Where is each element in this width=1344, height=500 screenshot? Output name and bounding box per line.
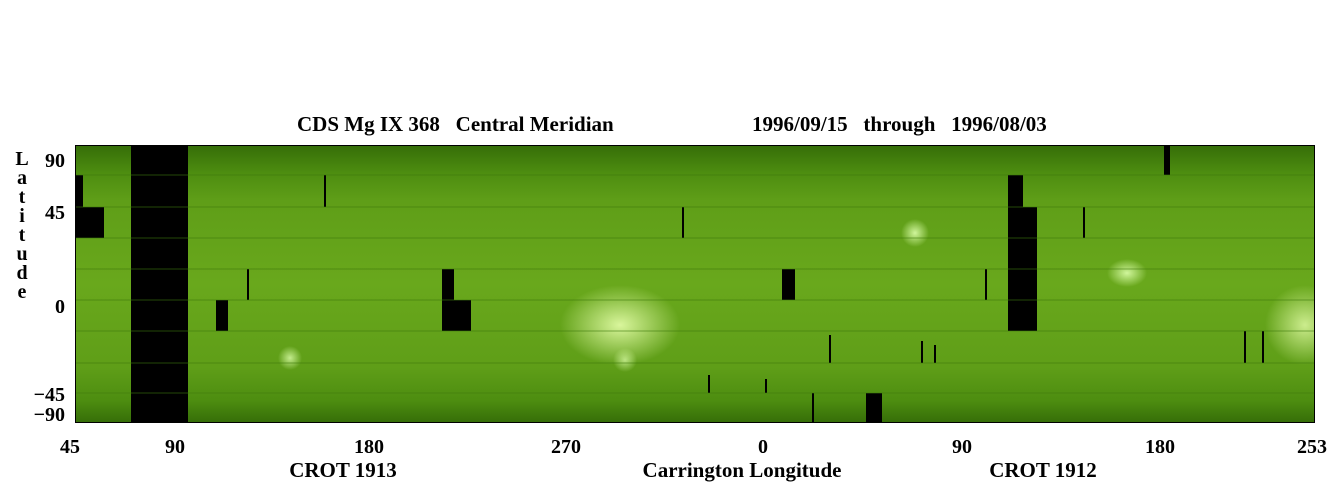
y-title-letter: t (18, 186, 26, 208)
x-tick-90b: 90 (952, 436, 972, 458)
y-title-letter: i (19, 205, 25, 227)
data-gap (765, 379, 767, 393)
chart-title-instrument: CDS Mg IX 368 Central Meridian (297, 112, 614, 136)
data-gap (216, 300, 228, 331)
data-gap (812, 393, 814, 423)
data-gap (682, 207, 684, 238)
data-gap (708, 375, 710, 393)
data-gap (1244, 331, 1246, 363)
x-tick-0: 0 (758, 436, 768, 458)
data-gap (1083, 207, 1085, 238)
y-tick-0: 0 (55, 296, 65, 318)
data-gap (934, 345, 936, 363)
x-tick-45: 45 (60, 436, 80, 458)
y-title-letter: a (17, 167, 27, 189)
y-tick-minus-45: −45 (33, 384, 65, 406)
data-gap (985, 269, 987, 300)
data-gap (247, 269, 249, 300)
chart-title-dates: 1996/09/15 through 1996/08/03 (752, 112, 1047, 136)
y-tick-90: 90 (45, 150, 65, 172)
data-gap (75, 207, 104, 238)
data-gap (1164, 145, 1170, 175)
x-tick-253: 253 (1297, 436, 1327, 458)
x-tick-180: 180 (354, 436, 384, 458)
data-gap (866, 393, 882, 423)
rotation-label-1912: CROT 1912 (989, 458, 1097, 482)
data-gap (324, 175, 326, 207)
y-title-letter: u (16, 243, 28, 265)
data-gap (829, 335, 831, 363)
y-title-letter: L (15, 148, 29, 170)
data-gap (1262, 331, 1264, 363)
x-tick-90: 90 (165, 436, 185, 458)
y-tick-minus-90: −90 (33, 404, 65, 426)
map-texture (75, 145, 1315, 423)
y-tick-45: 45 (45, 202, 65, 224)
x-tick-270: 270 (551, 436, 581, 458)
data-gap (921, 341, 923, 363)
y-title-letter: t (18, 224, 26, 246)
data-gap (1008, 175, 1023, 331)
rotation-label-1913: CROT 1913 (289, 458, 397, 482)
scan-lines (75, 174, 1315, 394)
synoptic-map (75, 145, 1315, 423)
data-gaps (75, 145, 1264, 423)
x-axis-title: Carrington Longitude (642, 458, 842, 482)
x-tick-180b: 180 (1145, 436, 1175, 458)
y-title-letter: e (17, 281, 27, 303)
data-gap (454, 300, 471, 331)
data-gap (131, 145, 188, 423)
y-title-letter: d (16, 262, 28, 284)
data-gap (782, 269, 795, 300)
data-gap (75, 175, 83, 207)
